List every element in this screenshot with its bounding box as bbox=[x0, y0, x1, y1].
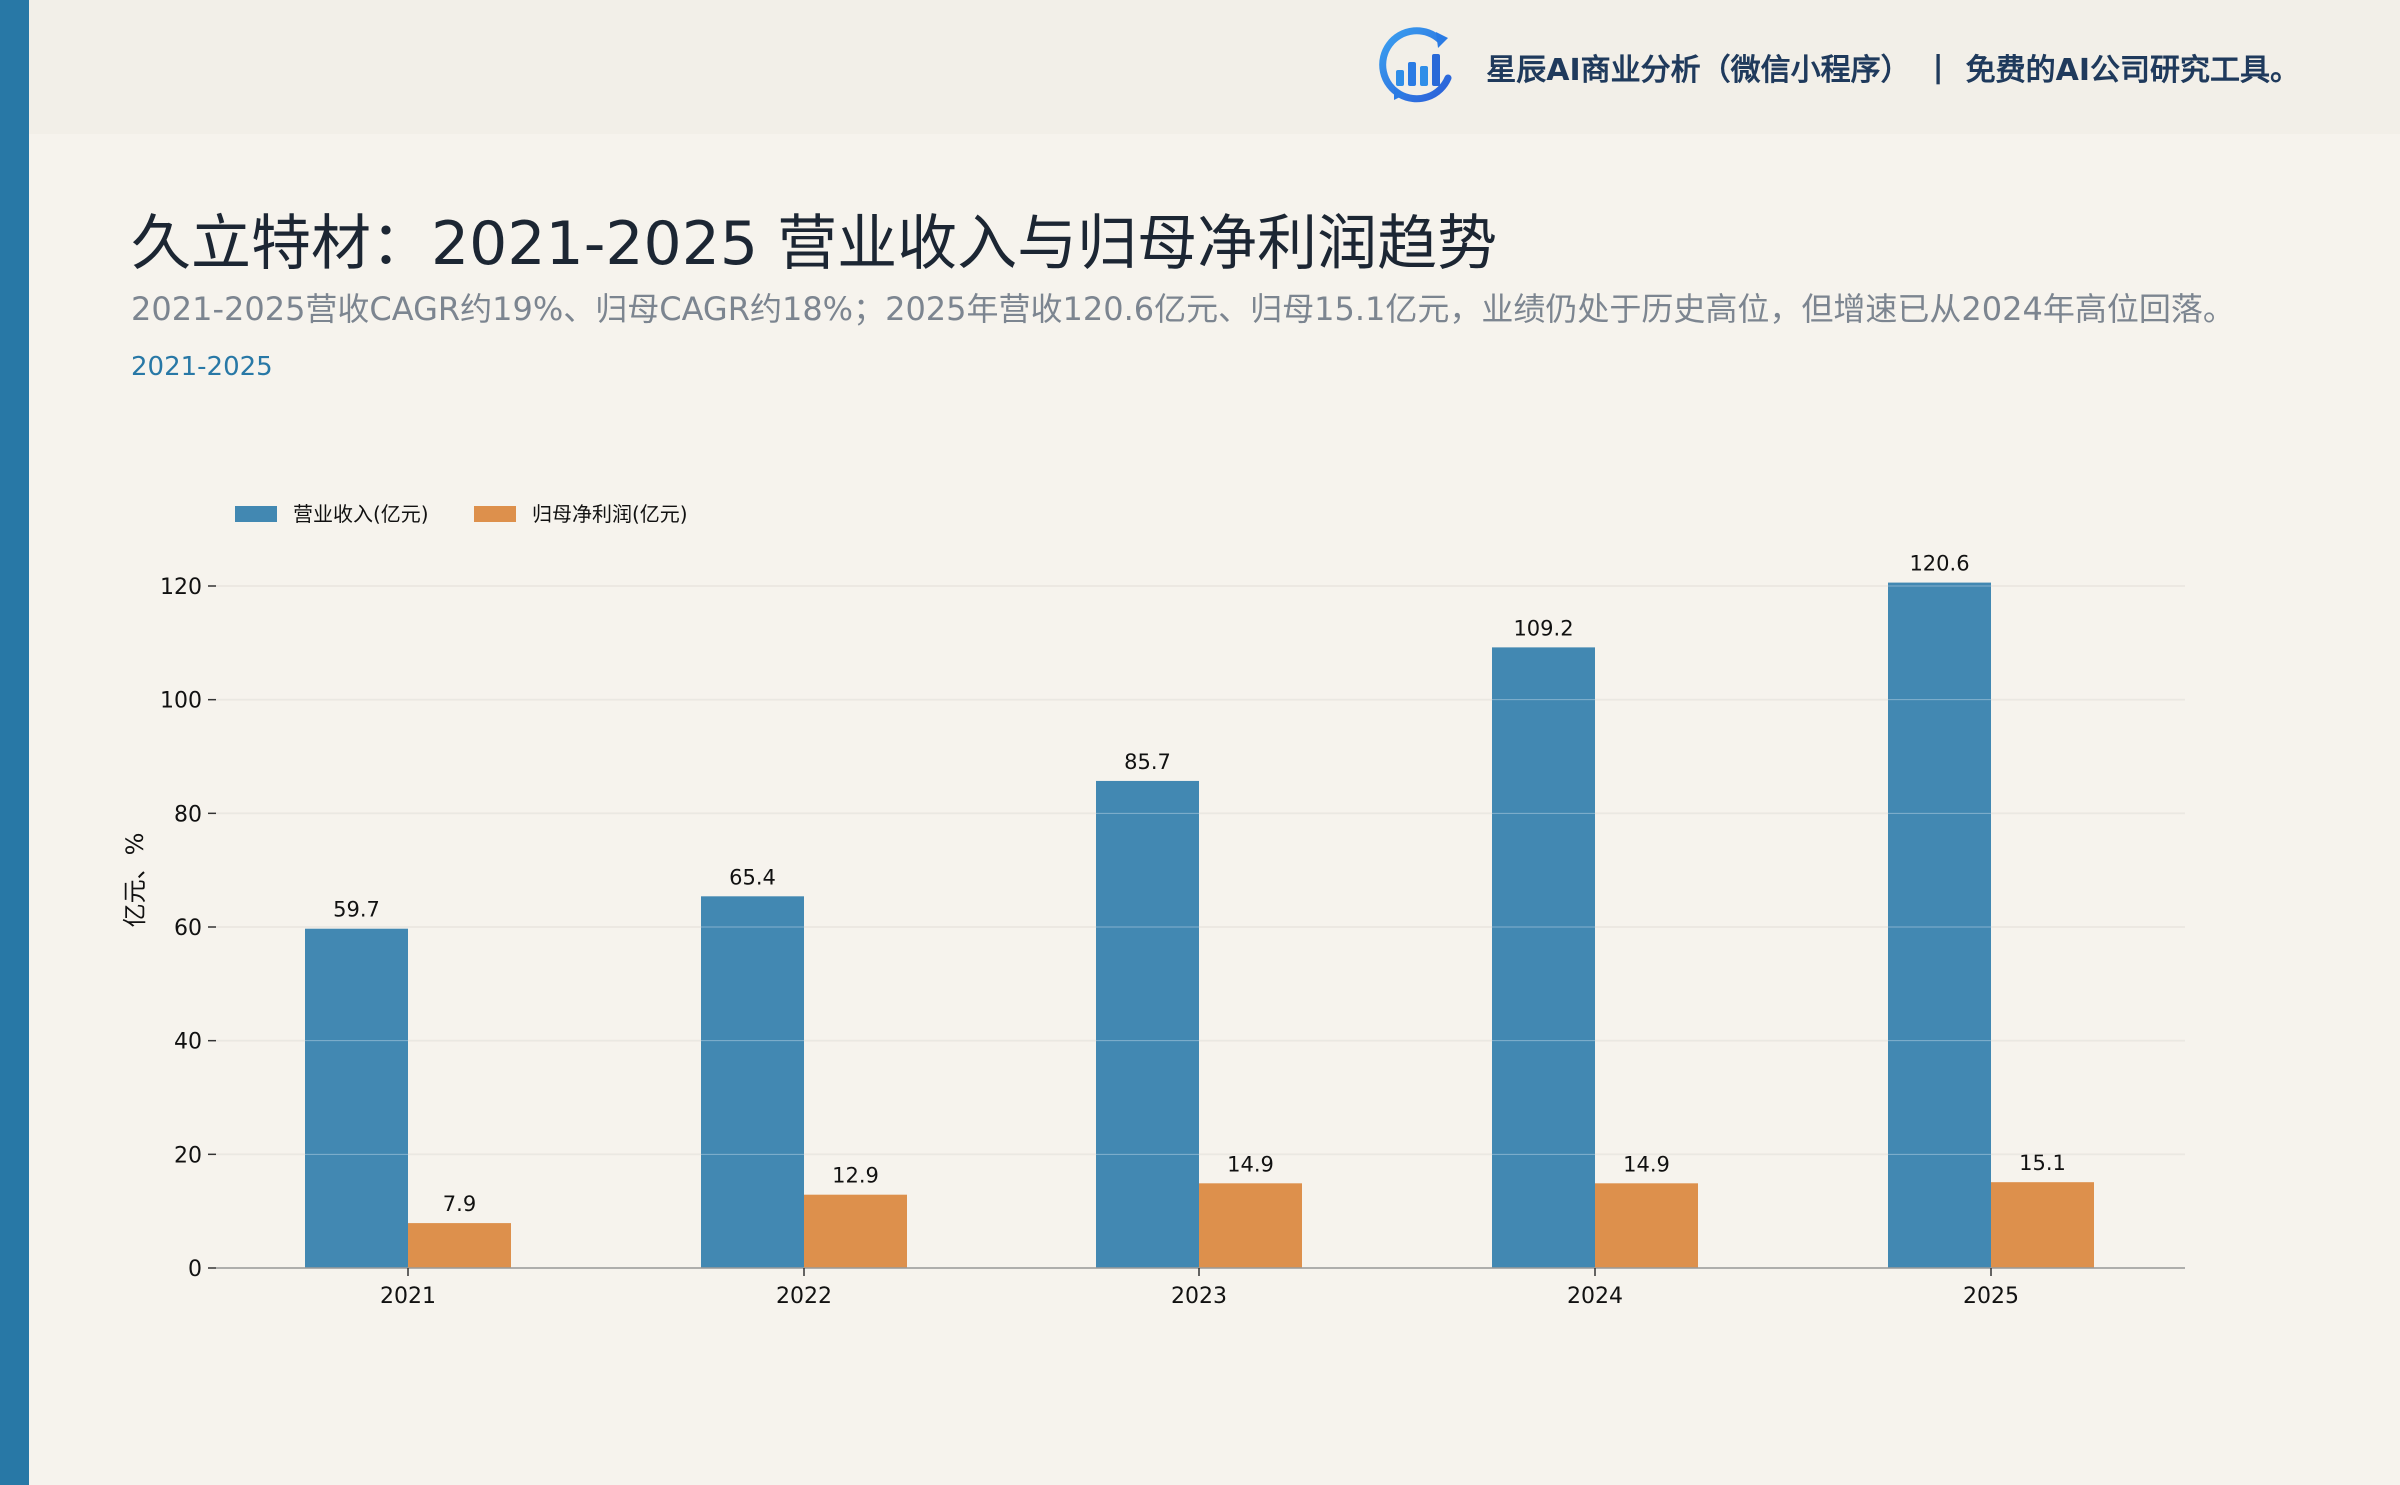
brand-tagline: 免费的AI公司研究工具。 bbox=[1965, 53, 2300, 88]
x-tick-label: 2023 bbox=[1171, 1284, 1227, 1309]
page-subtitle: 2021-2025营收CAGR约19%、归母CAGR约18%；2025年营收12… bbox=[131, 290, 2235, 328]
accent-side-bar bbox=[0, 0, 29, 1485]
y-tick-label: 60 bbox=[174, 916, 202, 941]
brand-header[interactable]: 星辰AI商业分析（微信小程序） | 免费的AI公司研究工具。 bbox=[1376, 22, 2300, 112]
y-axis-label: 亿元、% bbox=[121, 833, 149, 928]
data-label: 15.1 bbox=[2019, 1151, 2066, 1175]
profit-bar[interactable] bbox=[1991, 1182, 2094, 1268]
legend-swatch-profit[interactable] bbox=[474, 506, 516, 522]
header-band bbox=[29, 0, 2400, 134]
profit-bar[interactable] bbox=[1595, 1183, 1698, 1268]
revenue-bar[interactable] bbox=[305, 928, 408, 1268]
data-label: 120.6 bbox=[1909, 552, 1969, 576]
y-tick-label: 100 bbox=[160, 689, 202, 714]
revenue-bar[interactable] bbox=[1096, 780, 1199, 1268]
x-tick-label: 2021 bbox=[380, 1284, 436, 1309]
period-label: 2021-2025 bbox=[131, 352, 273, 382]
data-label: 109.2 bbox=[1513, 616, 1573, 640]
x-tick-label: 2022 bbox=[776, 1284, 832, 1309]
data-label: 14.9 bbox=[1623, 1152, 1670, 1176]
brand-separator: | bbox=[1932, 49, 1944, 85]
data-label: 85.7 bbox=[1124, 750, 1171, 774]
y-tick-label: 80 bbox=[174, 802, 202, 827]
profit-bar[interactable] bbox=[804, 1194, 907, 1268]
brand-name: 星辰AI商业分析（微信小程序） bbox=[1486, 53, 1911, 88]
bar-chart-logo-icon bbox=[1379, 27, 1452, 103]
legend-swatch-revenue[interactable] bbox=[235, 506, 277, 522]
profit-bar[interactable] bbox=[408, 1223, 511, 1268]
data-label: 59.7 bbox=[333, 898, 380, 922]
data-label: 12.9 bbox=[832, 1164, 879, 1188]
revenue-bar[interactable] bbox=[701, 896, 804, 1268]
x-tick-label: 2025 bbox=[1963, 1284, 2019, 1309]
revenue-bar[interactable] bbox=[1492, 647, 1595, 1268]
y-tick-label: 40 bbox=[174, 1030, 202, 1055]
profit-bar[interactable] bbox=[1199, 1183, 1302, 1268]
legend-label-revenue: 营业收入(亿元) bbox=[293, 502, 429, 526]
y-tick-label: 120 bbox=[160, 575, 202, 600]
y-tick-label: 20 bbox=[174, 1143, 202, 1168]
x-tick-label: 2024 bbox=[1567, 1284, 1623, 1309]
data-label: 65.4 bbox=[729, 865, 776, 889]
revenue-bar[interactable] bbox=[1888, 582, 1991, 1268]
y-tick-label: 0 bbox=[188, 1257, 202, 1282]
data-label: 14.9 bbox=[1227, 1152, 1274, 1176]
data-label: 7.9 bbox=[443, 1192, 476, 1216]
page-title: 久立特材：2021-2025 营业收入与归母净利润趋势 bbox=[131, 209, 1498, 279]
legend-label-profit: 归母净利润(亿元) bbox=[532, 502, 688, 526]
